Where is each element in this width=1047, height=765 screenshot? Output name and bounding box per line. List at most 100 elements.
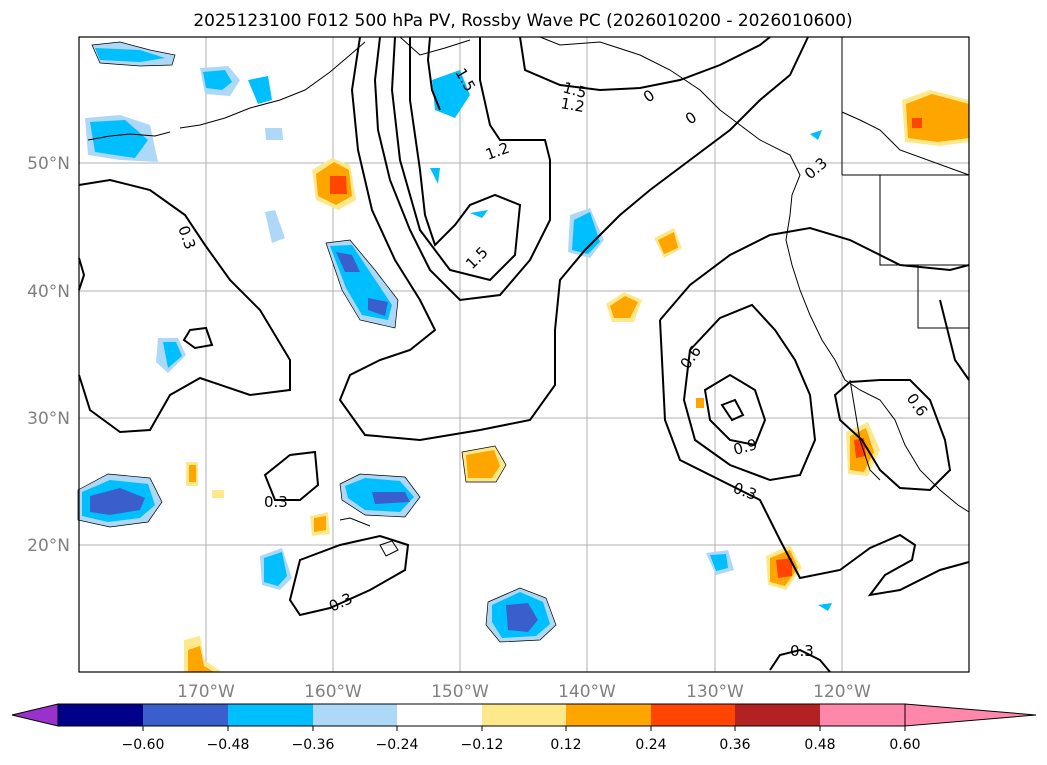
contour-line (833, 379, 952, 492)
neg-patch (372, 492, 410, 504)
pos-patch (188, 646, 214, 672)
lon-label: 140°W (558, 682, 616, 702)
state-border (917, 265, 969, 329)
neg-patch (163, 342, 182, 368)
colorbar-tick-label: 0.36 (719, 737, 750, 753)
pos-patch (912, 118, 922, 128)
lon-label: 130°W (686, 682, 744, 702)
lat-label: 30°N (27, 409, 70, 429)
neg-patch (90, 488, 145, 515)
lat-label: 50°N (27, 154, 70, 174)
colorbar-swatch (58, 704, 143, 726)
west-coast (539, 36, 970, 513)
neg-patch (432, 70, 470, 118)
pv-contours (78, 36, 970, 673)
contour-line (288, 534, 410, 617)
lon-label: 170°W (177, 682, 235, 702)
coastlines (87, 36, 970, 557)
hawaii (379, 540, 399, 557)
contour-line (426, 36, 441, 111)
neg-patch (368, 298, 388, 316)
contour-label: 0.9 (731, 435, 759, 459)
neg-patch (95, 48, 165, 62)
contour-line (659, 226, 970, 321)
canada-coast (841, 111, 970, 176)
colorbar-swatch (651, 704, 735, 726)
anomaly-outline (325, 239, 399, 329)
colorbar-tick-label: 0.24 (635, 737, 666, 753)
pos-patch (610, 296, 638, 318)
neg-patch (506, 603, 538, 632)
colorbar-tick-label: −0.12 (461, 737, 504, 753)
lon-label: 160°W (304, 682, 362, 702)
contour-line (703, 373, 767, 447)
pos-patch (658, 232, 678, 254)
positive-anomalies (184, 90, 969, 672)
neg-patch (810, 130, 822, 140)
contour-line (519, 36, 771, 92)
pos-patch (776, 558, 792, 578)
contour-line (939, 299, 970, 381)
baja-coast (849, 379, 881, 481)
colorbar-swatch (735, 704, 820, 726)
neg-patch (265, 128, 283, 140)
contour-line (373, 36, 551, 302)
contour-line (263, 450, 320, 501)
neg-patch (710, 554, 728, 571)
contour-line (390, 36, 522, 282)
colorbar-swatch (397, 704, 482, 726)
contour-line (682, 303, 817, 482)
colorbar-tick-label: −0.36 (292, 737, 335, 753)
map-title: 2025123100 F012 500 hPa PV, Rossby Wave … (193, 11, 852, 31)
colorbar-tick-label: −0.48 (207, 737, 250, 753)
lon-label: 120°W (813, 682, 871, 702)
neg-patch (90, 120, 148, 158)
neg-patch (203, 70, 232, 90)
negative-anomalies (78, 42, 832, 642)
contour-line (338, 36, 809, 442)
aleutian-chain (179, 41, 366, 129)
contour-label: 0.3 (790, 642, 814, 660)
colorbar-tick-label: 0.12 (550, 737, 581, 753)
colorbar-extend-max (904, 703, 1037, 727)
anomaly-outline (91, 41, 176, 67)
anomaly-outline (461, 445, 507, 483)
colorbar-ticks (142, 726, 906, 731)
colorbar-swatch (228, 704, 313, 726)
lat-label: 20°N (27, 536, 70, 556)
aleutian-islands (87, 131, 171, 141)
colorbar-swatch (482, 704, 566, 726)
contour-label: 0.3 (264, 493, 288, 511)
contour-line (769, 648, 831, 673)
lon-label: 150°W (431, 682, 489, 702)
contour-line (720, 398, 745, 422)
colorbar-swatch (566, 704, 651, 726)
pos-patch (696, 398, 704, 408)
gridlines (79, 37, 969, 672)
neg-patch (470, 210, 488, 218)
lat-label: 40°N (27, 282, 70, 302)
hawaii-chain (339, 517, 371, 527)
pos-patch (906, 94, 969, 142)
colorbar-tick-label: 0.48 (804, 737, 835, 753)
neg-patch (818, 603, 832, 611)
pos-patch (330, 176, 347, 194)
anomaly-outline (339, 473, 421, 518)
colorbar-tick-label: −0.60 (122, 737, 165, 753)
colorbar-swatch (313, 704, 397, 726)
pos-patch (212, 490, 224, 498)
state-border (879, 175, 969, 266)
contour-line (78, 257, 86, 291)
neg-patch (430, 168, 440, 184)
anomaly-outlines (77, 41, 557, 643)
contour-line (182, 326, 214, 350)
latitude-labels: 50°N 40°N 30°N 20°N (27, 154, 70, 556)
map-background (79, 37, 969, 672)
longitude-labels: 170°W 160°W 150°W 140°W 130°W 120°W (177, 682, 871, 702)
colorbar-tick-label: 0.60 (889, 737, 920, 753)
map-panel: 1.5 1.5 1.2 0 0 1.2 0.3 1.5 0.6 0.9 0.3 … (77, 36, 970, 673)
contour-line (659, 319, 970, 597)
neg-patch (265, 210, 285, 243)
neg-patch (248, 76, 272, 104)
